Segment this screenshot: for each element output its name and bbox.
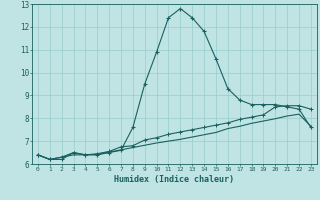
X-axis label: Humidex (Indice chaleur): Humidex (Indice chaleur) <box>115 175 234 184</box>
